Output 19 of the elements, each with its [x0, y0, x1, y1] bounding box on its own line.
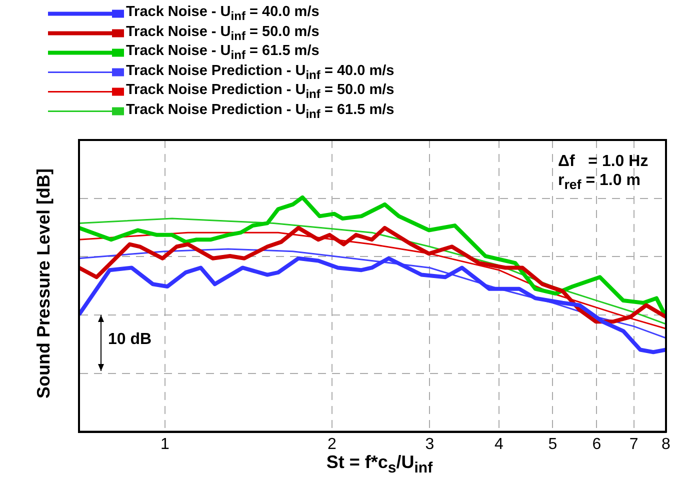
- x-tick-label: 7: [629, 436, 638, 453]
- x-tick-label: 8: [662, 436, 671, 453]
- legend-label: Track Noise Prediction - U$_{inf}$ = 61.5 m/s: [126, 102, 394, 121]
- y-axis-title: Sound Pressure Level [dB]: [34, 167, 54, 401]
- legend-label: Track Noise Prediction - U$_{inf}$ = 50.0 m/s: [126, 82, 394, 102]
- legend-label: Track Noise - U$_{inf}$ = 50.0 m/s: [126, 24, 320, 43]
- legend-label: Track Noise - U$_{inf}$ = 61.5 m/s: [126, 43, 320, 62]
- x-tick-label: 6: [592, 436, 602, 453]
- x-tick-label: 4: [494, 436, 504, 453]
- legend-label: Track Noise Prediction - U$_{inf}$ = 40.0 m/s: [126, 62, 394, 82]
- x-axis-title: St = f*c$_{s}$/U$_{inf}$: [325, 452, 434, 477]
- x-tick-label: 3: [425, 436, 434, 453]
- text: r$_{ref}$ = 1.0 m: [558, 172, 640, 192]
- x-tick-label: 5: [548, 436, 558, 453]
- x-tick-label: 2: [328, 436, 337, 453]
- x-tick-label: 1: [160, 436, 170, 453]
- legend-label: Track Noise - U$_{inf}$ = 40.0 m/s: [126, 4, 320, 24]
- text: Δf = 1.0 Hz: [558, 153, 648, 171]
- annotation: 10 dB: [108, 331, 152, 349]
